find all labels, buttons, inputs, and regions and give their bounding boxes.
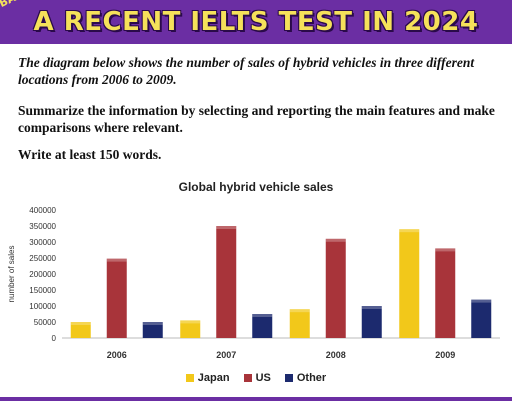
- bar-top-highlight: [435, 248, 456, 252]
- bar-top-highlight: [361, 306, 382, 309]
- banner-corner-tag: BA: [0, 0, 21, 12]
- task-summary: Summarize the information by selecting a…: [18, 103, 495, 135]
- bar-other-2008: [361, 306, 382, 338]
- y-tick-label: 150000: [29, 286, 56, 295]
- banner-title: A RECENT IELTS TEST IN 2024: [33, 7, 479, 37]
- bar-top-highlight: [325, 238, 346, 242]
- y-tick-label: 350000: [29, 222, 56, 231]
- bar-top-highlight: [289, 309, 310, 313]
- y-tick-label: 100000: [29, 302, 56, 311]
- bar-top-highlight: [180, 320, 201, 324]
- x-tick-label: 2006: [107, 350, 127, 360]
- bar-us-2006: [106, 258, 127, 338]
- y-tick-label: 250000: [29, 254, 56, 263]
- y-tick-label: 200000: [29, 270, 56, 279]
- y-axis-label: number of sales: [7, 246, 16, 303]
- task-word-count: Write at least 150 words.: [18, 147, 162, 162]
- y-tick-label: 50000: [34, 318, 57, 327]
- legend-label: US: [255, 372, 271, 384]
- y-tick-label: 300000: [29, 238, 56, 247]
- bar-top-highlight: [142, 322, 163, 325]
- bar-japan-2007: [180, 320, 201, 338]
- bottom-strip: [0, 397, 512, 401]
- legend-item-japan: Japan: [185, 372, 230, 384]
- chart-title: Global hybrid vehicle sales: [178, 180, 334, 194]
- legend-label: Japan: [197, 372, 230, 384]
- bar-chart: 0 50000 100000 150000 200000 250000 300000 3500…: [7, 206, 500, 360]
- bar-japan-2006: [70, 322, 91, 338]
- task-instructions: The diagram below shows the number of sa…: [18, 54, 498, 163]
- legend-label: Other: [296, 372, 327, 384]
- task-intro: The diagram below shows the number of sa…: [18, 55, 475, 87]
- legend-swatch: [284, 374, 293, 382]
- bar-top-highlight: [471, 299, 492, 303]
- bar-us-2008: [325, 238, 346, 338]
- y-tick-label: 400000: [29, 206, 56, 215]
- bar-other-2007: [252, 314, 273, 338]
- y-tick-label: 0: [52, 334, 57, 343]
- bar-us-2009: [435, 248, 456, 338]
- chart-container: Global hybrid vehicle sales 0 50000 100000…: [0, 172, 512, 401]
- title-banner: BA A RECENT IELTS TEST IN 2024: [0, 0, 512, 44]
- chart-legend: Japan US Other: [0, 372, 512, 384]
- x-tick-label: 2007: [216, 350, 236, 360]
- bar-other-2009: [471, 299, 492, 338]
- bar-us-2007: [216, 226, 237, 338]
- bar-top-highlight: [252, 314, 273, 317]
- x-tick-label: 2008: [326, 350, 346, 360]
- legend-swatch: [243, 374, 252, 382]
- bar-top-highlight: [106, 258, 127, 262]
- legend-item-us: US: [243, 372, 271, 384]
- x-tick-label: 2009: [435, 350, 455, 360]
- legend-item-other: Other: [284, 372, 327, 384]
- bar-top-highlight: [70, 322, 91, 325]
- legend-swatch: [185, 374, 194, 382]
- bar-top-highlight: [216, 226, 237, 229]
- bar-other-2006: [142, 322, 163, 338]
- bar-japan-2009: [399, 229, 420, 338]
- bar-japan-2008: [289, 309, 310, 338]
- bar-top-highlight: [399, 229, 420, 233]
